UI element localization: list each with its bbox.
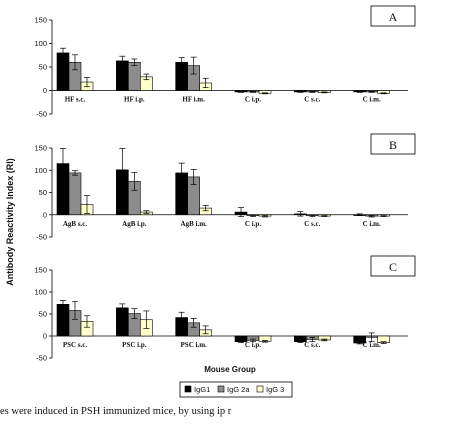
y-tick-label: 150	[34, 144, 47, 153]
y-tick-label: -50	[36, 110, 47, 119]
category-label: AgB i.p.	[122, 220, 147, 228]
category-label: C i.p.	[245, 341, 261, 349]
y-tick-label: 0	[43, 86, 47, 95]
category-label: AgB i.m.	[181, 220, 208, 228]
legend: IgG1 IgG 2a IgG 3	[179, 381, 293, 398]
y-tick-label: 150	[34, 266, 47, 275]
category-label: HF i.m.	[182, 96, 205, 104]
y-tick-label: -50	[36, 354, 47, 363]
panel-a: -50 0 50 100 150 HF s.c. HF i.p. HF i.m. C i.p. C…	[34, 5, 416, 119]
y-tick-label: 0	[43, 210, 47, 219]
category-label: C i.m.	[363, 96, 381, 104]
category-label: C i.p.	[245, 220, 261, 228]
panel-letter-box	[370, 255, 416, 277]
y-tick-label: 50	[39, 188, 47, 197]
bar-igg1	[56, 304, 70, 337]
legend-swatch	[217, 385, 225, 393]
chart-panels: -50 0 50 100 150 HF s.c. HF i.p. HF i.m. C i.p. C…	[34, 5, 416, 363]
x-axis-label: Mouse Group	[204, 365, 256, 374]
legend-box	[179, 381, 293, 398]
category-label: PSC s.c.	[63, 341, 88, 349]
y-tick-label: 100	[34, 166, 47, 175]
category-label: C i.p.	[245, 96, 261, 104]
category-label: HF i.p.	[124, 96, 145, 104]
bar-igg2a	[68, 172, 82, 216]
bar-igg2a	[128, 61, 141, 91]
bar-igg1	[56, 52, 70, 91]
panel-b: -50 0 50 100 150 AgB s.c. AgB i.p. AgB i.m. C i.…	[34, 133, 416, 242]
legend-label: IgG1	[194, 385, 210, 394]
y-axis-label: Antibody Reactivity Index (RI)	[5, 158, 15, 286]
y-tick-label: 100	[34, 39, 47, 48]
category-label: C s.c.	[304, 220, 320, 228]
legend-label: IgG 3	[266, 385, 284, 394]
category-label: AgB s.c.	[63, 220, 88, 228]
legend-label: IgG 2a	[227, 385, 250, 394]
category-label: PSC i.p.	[122, 341, 147, 349]
figure-caption-fragment: es were induced in PSH immunized mice, b…	[0, 406, 232, 417]
panel-letter-box	[370, 133, 416, 155]
legend-swatch	[184, 385, 192, 393]
panel-c: -50 0 50 100 150 PSC s.c. PSC i.p. PSC i.m. C i.…	[34, 255, 416, 363]
category-label: C i.m.	[363, 220, 381, 228]
panel-letter: C	[389, 260, 397, 274]
legend-swatch	[256, 385, 264, 393]
y-tick-label: 100	[34, 288, 47, 297]
category-label: PSC i.m.	[181, 341, 208, 349]
category-label: C i.m.	[363, 341, 381, 349]
category-label: C s.c.	[304, 341, 320, 349]
panel-letter: B	[389, 138, 397, 152]
y-tick-label: 0	[43, 332, 47, 341]
y-tick-label: -50	[36, 233, 47, 242]
panel-letter-box	[370, 5, 416, 27]
y-tick-label: 50	[39, 63, 47, 72]
y-tick-label: 50	[39, 310, 47, 319]
y-tick-label: 150	[34, 16, 47, 25]
category-label: HF s.c.	[65, 96, 86, 104]
category-label: C s.c.	[304, 96, 320, 104]
panel-letter: A	[389, 10, 398, 24]
